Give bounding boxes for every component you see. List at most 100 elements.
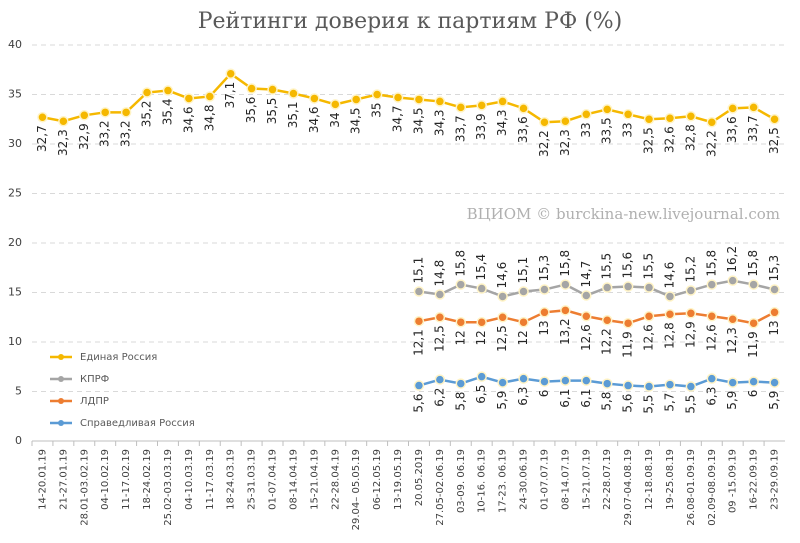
x-tick-label: 23-29.09.19 [770, 449, 781, 510]
point [643, 114, 655, 125]
point [539, 307, 550, 318]
x-tick-label: 04-10.03.19 [184, 449, 195, 510]
data-label: 6,1 [558, 389, 572, 408]
x-tick-label: 15-21.04.19 [309, 449, 320, 510]
data-label: 33 [621, 122, 635, 137]
legend-label: Справедливая Россия [80, 418, 195, 429]
point [539, 116, 550, 128]
point [560, 115, 571, 127]
point [518, 316, 529, 328]
legend-label: ЛДПР [80, 396, 109, 407]
data-label: 34,5 [411, 107, 425, 134]
data-label: 5,7 [662, 393, 676, 412]
data-label: 15,5 [642, 253, 656, 280]
data-label: 6,1 [579, 389, 593, 408]
data-label: 34 [328, 112, 342, 127]
point [769, 377, 780, 388]
point [727, 313, 738, 325]
data-label: 15,8 [746, 250, 760, 277]
data-label: 14,6 [495, 262, 509, 289]
data-label: 5,6 [621, 394, 635, 413]
series-line [418, 375, 775, 388]
data-label: 32,7 [35, 125, 49, 152]
data-label: 12 [453, 330, 467, 345]
point [664, 113, 676, 124]
data-label: 5,8 [600, 392, 614, 411]
point [162, 85, 174, 96]
point [706, 116, 718, 128]
data-label: 16,2 [725, 246, 739, 273]
y-tick-label: 5 [15, 385, 22, 398]
point [99, 107, 111, 118]
data-label: 11,9 [621, 331, 635, 358]
legend-marker [58, 376, 64, 382]
point [748, 102, 759, 113]
data-label: 33,5 [600, 117, 614, 144]
data-label: 15,4 [474, 254, 488, 281]
data-label: 15,3 [537, 255, 551, 282]
point [560, 375, 571, 386]
point [455, 279, 467, 290]
data-label: 15,1 [411, 257, 425, 284]
data-label: 15,8 [453, 250, 467, 277]
point [350, 94, 362, 105]
data-label: 12,1 [411, 329, 425, 356]
point [58, 115, 69, 127]
data-label: 6 [537, 390, 551, 398]
data-label: 33,7 [453, 115, 467, 142]
point [727, 275, 738, 286]
point [664, 291, 676, 302]
legend-label: Единая Россия [80, 352, 157, 363]
data-label: 13 [767, 320, 781, 335]
point [79, 110, 90, 121]
data-label: 15,1 [516, 257, 530, 284]
data-label: 12 [474, 330, 488, 345]
point [204, 91, 216, 102]
data-label: 33 [579, 122, 593, 137]
data-label: 32,6 [662, 126, 676, 153]
x-tick-label: 14-20.01.19 [37, 449, 48, 510]
data-label: 35,4 [160, 99, 174, 126]
data-label: 32,2 [704, 130, 718, 157]
point [476, 283, 487, 294]
y-tick-label: 30 [8, 137, 22, 150]
data-label: 14,7 [579, 261, 593, 288]
x-tick-label: 12-18.08.19 [644, 449, 655, 510]
x-tick-label: 08-14.07.19 [560, 449, 571, 510]
point [622, 317, 634, 329]
x-tick-label: 01-07.04.19 [268, 449, 279, 510]
point [622, 380, 634, 391]
data-label: 15,8 [704, 250, 718, 277]
point [560, 305, 571, 316]
data-label: 5,5 [683, 395, 697, 414]
point [371, 89, 383, 100]
data-label: 12 [516, 330, 530, 345]
point [748, 279, 759, 290]
x-tick-label: 09 -15.09.19 [728, 449, 739, 513]
point [685, 381, 697, 392]
x-tick-label: 19-25.08.19 [665, 449, 676, 510]
y-tick-label: 15 [8, 286, 22, 299]
point [581, 109, 592, 120]
point [455, 102, 467, 113]
data-label: 5,9 [495, 391, 509, 410]
data-label: 6,2 [432, 388, 446, 407]
data-label: 32,9 [77, 123, 91, 150]
x-tick-label: 11-17.03.19 [205, 449, 216, 510]
data-label: 34,8 [202, 104, 216, 131]
point [685, 308, 697, 319]
data-label: 33,6 [516, 116, 530, 143]
point [267, 84, 278, 95]
x-tick-label: 25-31.03.19 [247, 449, 258, 510]
data-label: 34,3 [432, 109, 446, 136]
data-label: 12,8 [662, 322, 676, 349]
y-tick-label: 25 [8, 187, 22, 200]
data-label: 6 [746, 390, 760, 398]
point [225, 68, 236, 79]
data-label: 34,3 [495, 109, 509, 136]
series-line [418, 279, 775, 298]
legend-marker [58, 420, 64, 426]
data-label: 34,6 [181, 106, 195, 133]
point [685, 285, 697, 296]
data-label: 5,6 [411, 394, 425, 413]
